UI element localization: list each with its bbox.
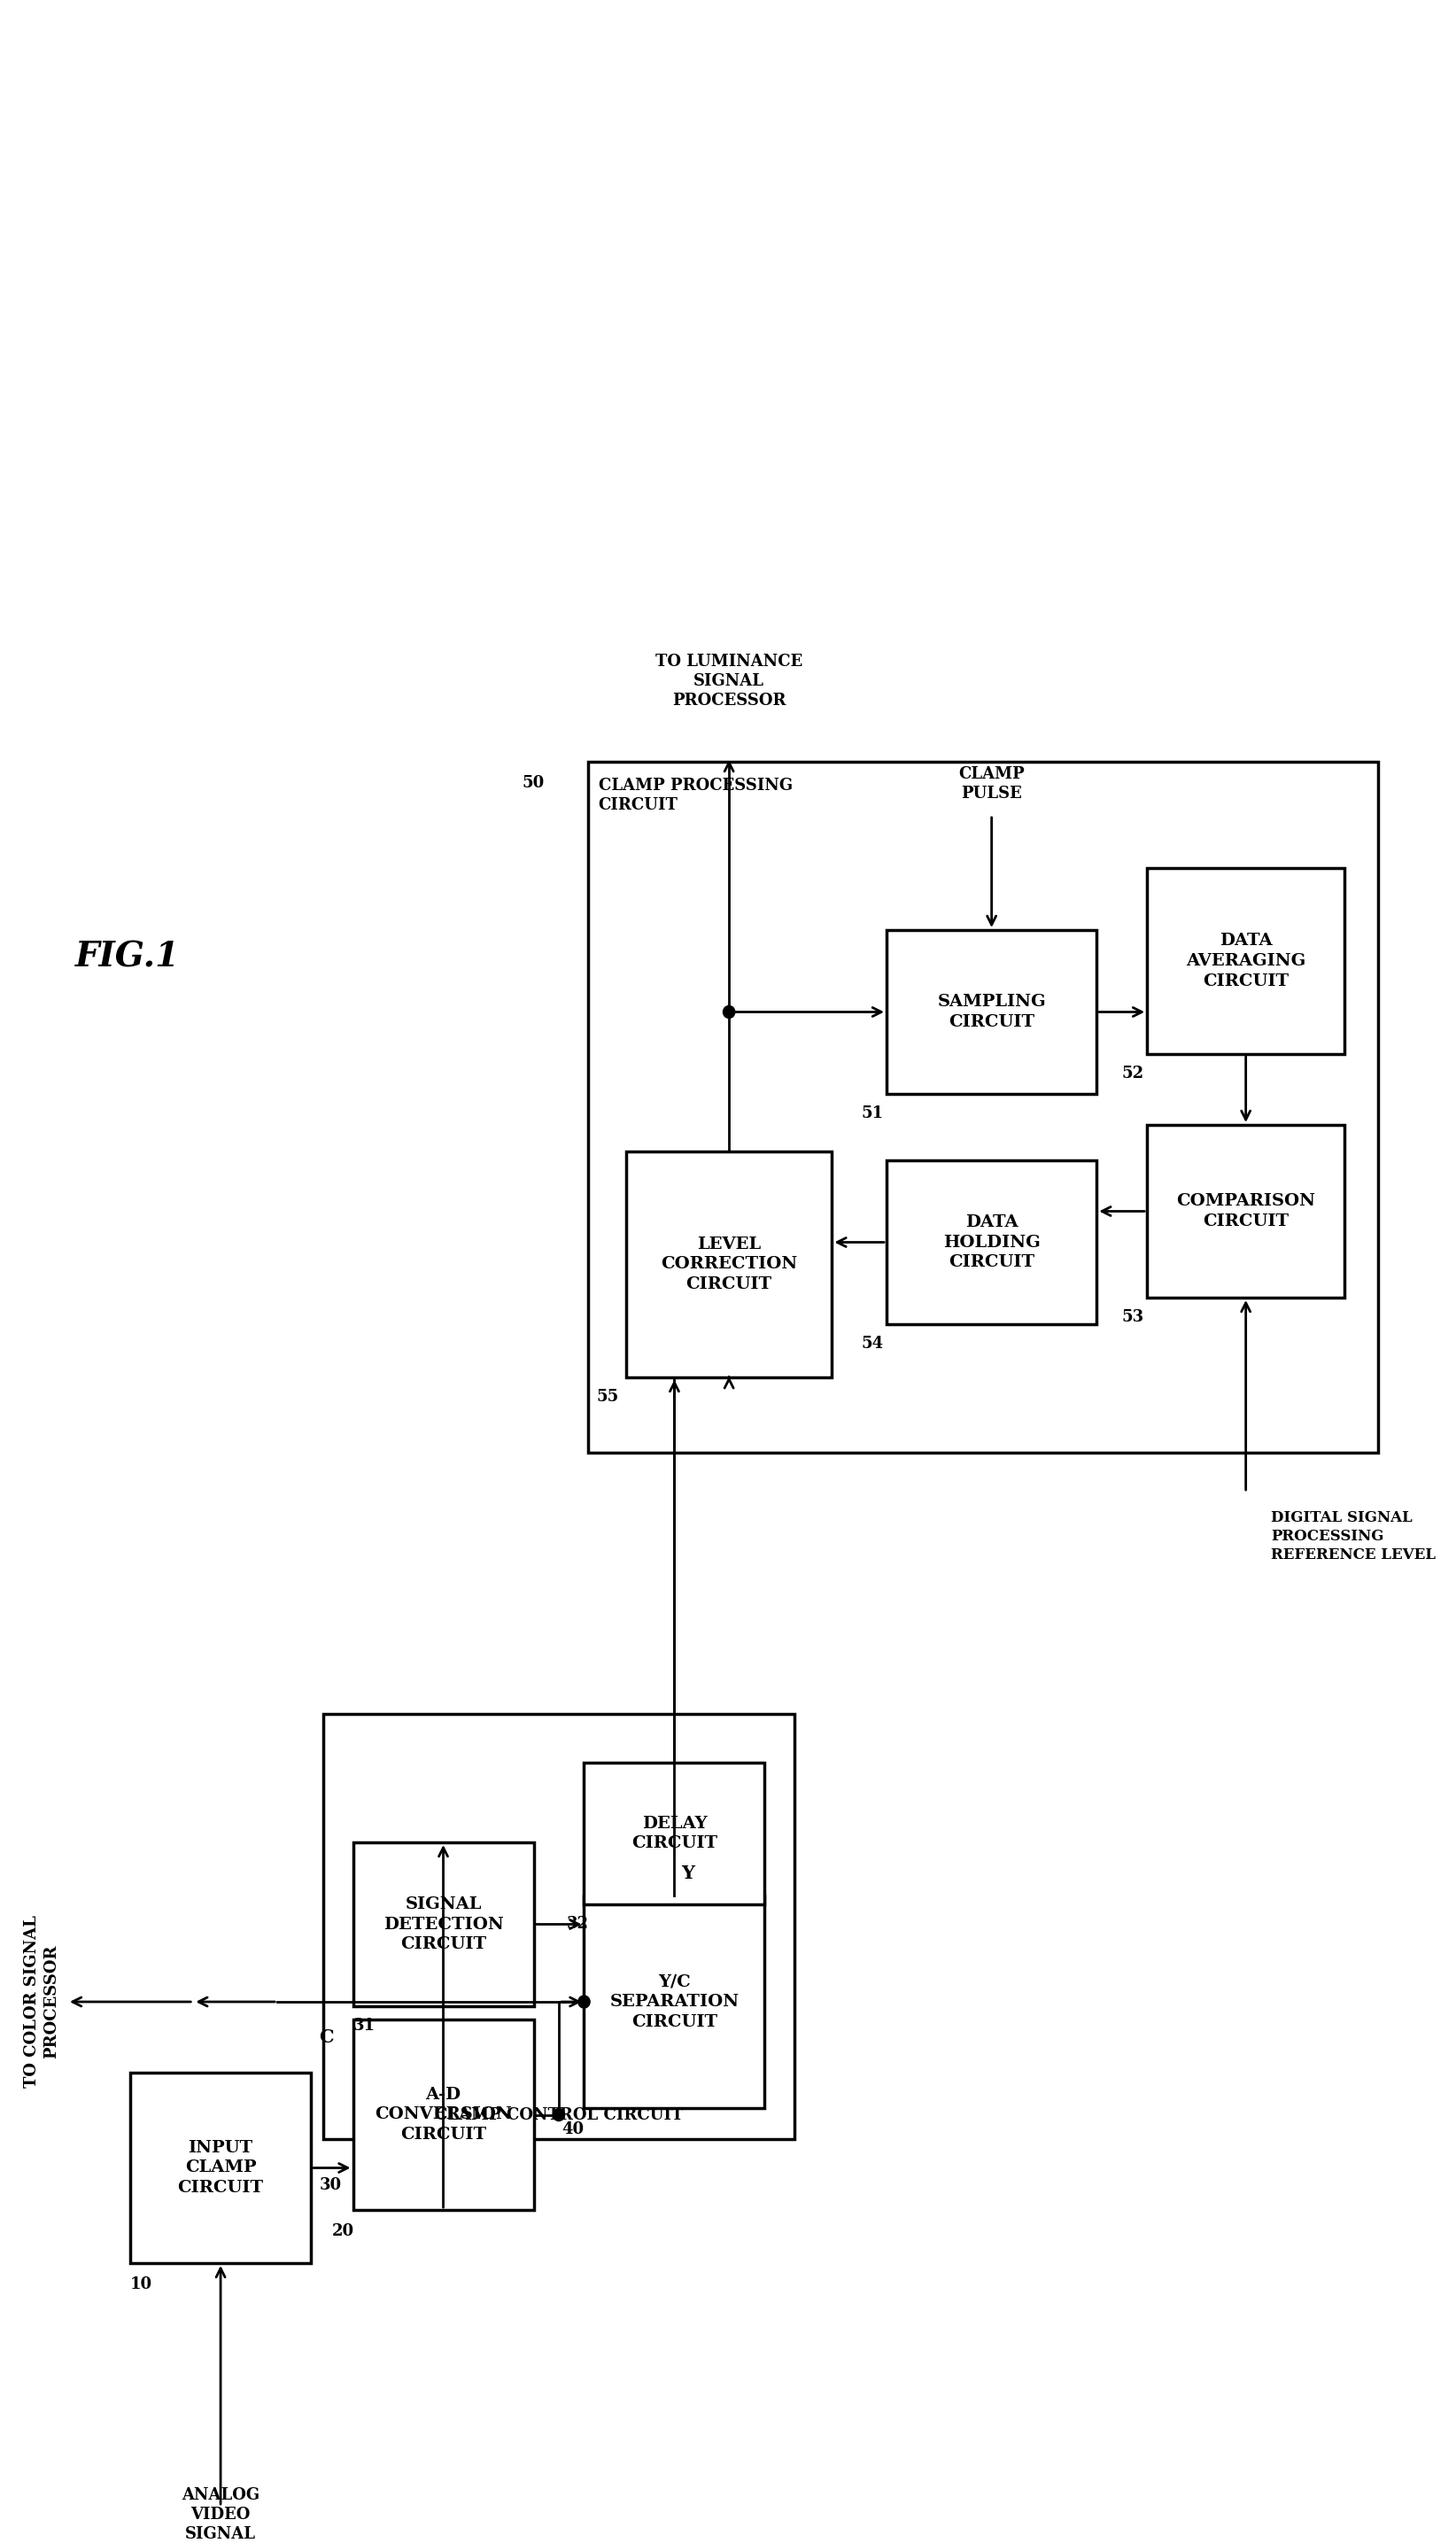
Text: 20: 20 <box>332 2223 354 2240</box>
Text: 30: 30 <box>319 2177 342 2192</box>
Text: DELAY
CIRCUIT: DELAY CIRCUIT <box>632 1816 718 1851</box>
Bar <box>1147 1124 1344 1297</box>
Text: C: C <box>319 2029 333 2047</box>
Text: DIGITAL SIGNAL
PROCESSING
REFERENCE LEVEL: DIGITAL SIGNAL PROCESSING REFERENCE LEVE… <box>1271 1511 1436 1561</box>
Text: 10: 10 <box>130 2276 153 2291</box>
Text: COMPARISON
CIRCUIT: COMPARISON CIRCUIT <box>1176 1193 1315 1228</box>
Text: INPUT
CLAMP
CIRCUIT: INPUT CLAMP CIRCUIT <box>178 2139 264 2197</box>
Text: CLAMP PROCESSING
CIRCUIT: CLAMP PROCESSING CIRCUIT <box>598 778 792 814</box>
Text: 31: 31 <box>352 2017 376 2034</box>
Circle shape <box>578 1996 590 2009</box>
Bar <box>130 2073 312 2263</box>
Text: SAMPLING
CIRCUIT: SAMPLING CIRCUIT <box>938 994 1045 1030</box>
Text: 32: 32 <box>566 1915 588 1933</box>
Text: Y: Y <box>681 1864 695 1882</box>
Text: Y/C
SEPARATION
CIRCUIT: Y/C SEPARATION CIRCUIT <box>610 1973 740 2029</box>
Bar <box>887 1160 1096 1325</box>
Text: FIG.1: FIG.1 <box>76 941 181 974</box>
Text: DATA
HOLDING
CIRCUIT: DATA HOLDING CIRCUIT <box>943 1213 1040 1272</box>
Bar <box>588 763 1379 1452</box>
Circle shape <box>553 2108 565 2121</box>
Text: 53: 53 <box>1123 1310 1144 1325</box>
Bar <box>352 2019 533 2210</box>
Text: CLAMP
PULSE: CLAMP PULSE <box>958 765 1025 801</box>
Text: LEVEL
CORRECTION
CIRCUIT: LEVEL CORRECTION CIRCUIT <box>661 1236 798 1292</box>
Bar <box>584 1762 764 1905</box>
Text: 50: 50 <box>523 776 545 791</box>
Text: ANALOG
VIDEO
SIGNAL: ANALOG VIDEO SIGNAL <box>182 2487 259 2543</box>
Text: TO LUMINANCE
SIGNAL
PROCESSOR: TO LUMINANCE SIGNAL PROCESSOR <box>655 654 802 709</box>
Text: 40: 40 <box>562 2121 584 2136</box>
Text: 55: 55 <box>597 1388 619 1404</box>
Circle shape <box>724 1007 735 1017</box>
Bar <box>626 1152 831 1378</box>
Text: CLAMP CONTROL CIRCUIT: CLAMP CONTROL CIRCUIT <box>435 2108 683 2123</box>
Bar <box>887 931 1096 1093</box>
Text: 52: 52 <box>1123 1066 1144 1081</box>
Text: 51: 51 <box>862 1106 884 1121</box>
Bar <box>323 1714 794 2139</box>
Text: 54: 54 <box>862 1335 884 1353</box>
Bar <box>1147 867 1344 1053</box>
Text: A-D
CONVERSION
CIRCUIT: A-D CONVERSION CIRCUIT <box>374 2085 513 2144</box>
Bar <box>352 1841 533 2006</box>
Text: SIGNAL
DETECTION
CIRCUIT: SIGNAL DETECTION CIRCUIT <box>383 1897 504 1953</box>
Bar <box>584 1895 764 2108</box>
Text: TO COLOR SIGNAL
PROCESSOR: TO COLOR SIGNAL PROCESSOR <box>25 1915 60 2088</box>
Text: DATA
AVERAGING
CIRCUIT: DATA AVERAGING CIRCUIT <box>1187 933 1306 989</box>
